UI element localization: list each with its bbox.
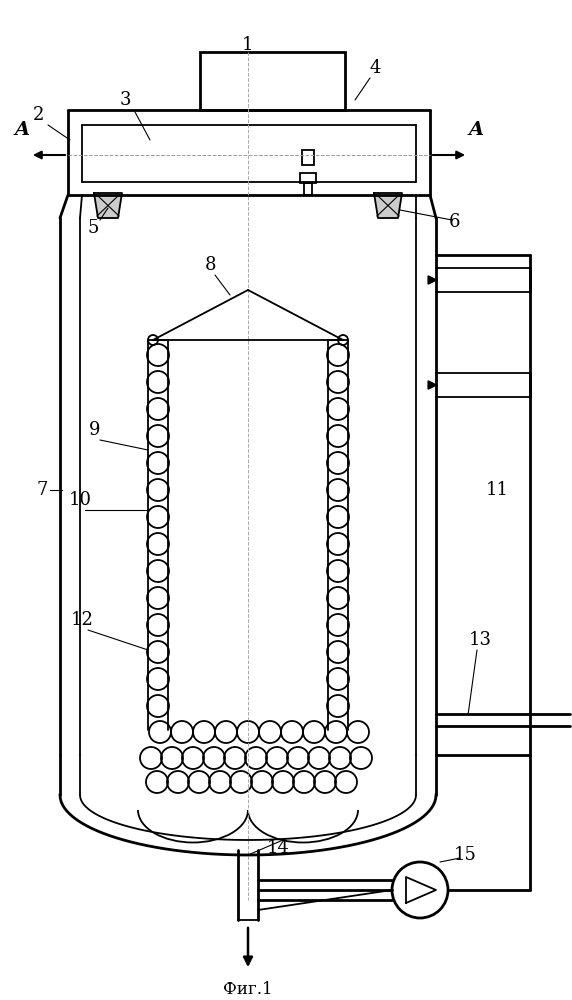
Text: 7: 7 xyxy=(36,481,47,499)
Text: Фиг.1: Фиг.1 xyxy=(223,982,273,998)
Text: 12: 12 xyxy=(70,611,93,629)
Polygon shape xyxy=(374,193,402,218)
Bar xyxy=(304,183,312,195)
Text: 1: 1 xyxy=(243,36,254,54)
Text: 5: 5 xyxy=(88,219,99,237)
Text: 10: 10 xyxy=(69,491,92,509)
Text: 2: 2 xyxy=(32,106,43,124)
Text: 13: 13 xyxy=(468,631,491,649)
Text: 15: 15 xyxy=(454,846,476,864)
Text: 6: 6 xyxy=(449,213,461,231)
Text: 9: 9 xyxy=(89,421,101,439)
Polygon shape xyxy=(94,193,122,218)
Text: A: A xyxy=(14,121,30,139)
Text: 8: 8 xyxy=(204,256,216,274)
Bar xyxy=(302,150,314,165)
Text: A: A xyxy=(468,121,483,139)
Bar xyxy=(300,173,316,183)
Text: 4: 4 xyxy=(370,59,381,77)
Text: 14: 14 xyxy=(267,839,289,857)
Text: 11: 11 xyxy=(486,481,509,499)
Text: 3: 3 xyxy=(119,91,131,109)
Bar xyxy=(200,52,345,110)
